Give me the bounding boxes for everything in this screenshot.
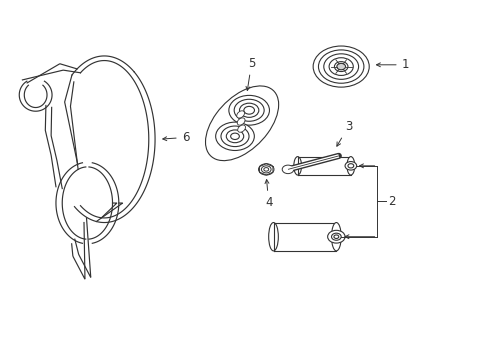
Ellipse shape — [293, 157, 301, 175]
Circle shape — [264, 168, 268, 171]
Text: 6: 6 — [163, 131, 189, 144]
Circle shape — [312, 46, 368, 87]
Ellipse shape — [346, 157, 354, 175]
Circle shape — [239, 103, 258, 117]
Circle shape — [226, 130, 243, 143]
Text: 3: 3 — [336, 120, 351, 146]
Ellipse shape — [237, 118, 244, 125]
Circle shape — [228, 95, 269, 125]
Circle shape — [323, 54, 358, 79]
Circle shape — [244, 106, 254, 114]
Circle shape — [327, 230, 345, 243]
Circle shape — [331, 233, 341, 240]
Circle shape — [261, 166, 270, 173]
Circle shape — [318, 50, 363, 83]
Circle shape — [334, 62, 347, 72]
Circle shape — [234, 99, 264, 121]
Text: 2: 2 — [387, 195, 395, 208]
Ellipse shape — [205, 86, 278, 161]
Circle shape — [345, 162, 356, 170]
Ellipse shape — [331, 222, 341, 251]
Ellipse shape — [236, 111, 244, 118]
Circle shape — [215, 122, 254, 150]
Circle shape — [328, 58, 352, 76]
Text: 1: 1 — [376, 58, 408, 71]
Circle shape — [347, 164, 353, 168]
Ellipse shape — [237, 125, 245, 132]
Circle shape — [282, 165, 293, 174]
Circle shape — [258, 164, 273, 175]
Circle shape — [221, 126, 248, 147]
Circle shape — [336, 63, 345, 70]
Circle shape — [333, 235, 338, 238]
Text: 5: 5 — [245, 57, 255, 90]
Circle shape — [230, 133, 239, 139]
Text: 4: 4 — [264, 180, 272, 209]
